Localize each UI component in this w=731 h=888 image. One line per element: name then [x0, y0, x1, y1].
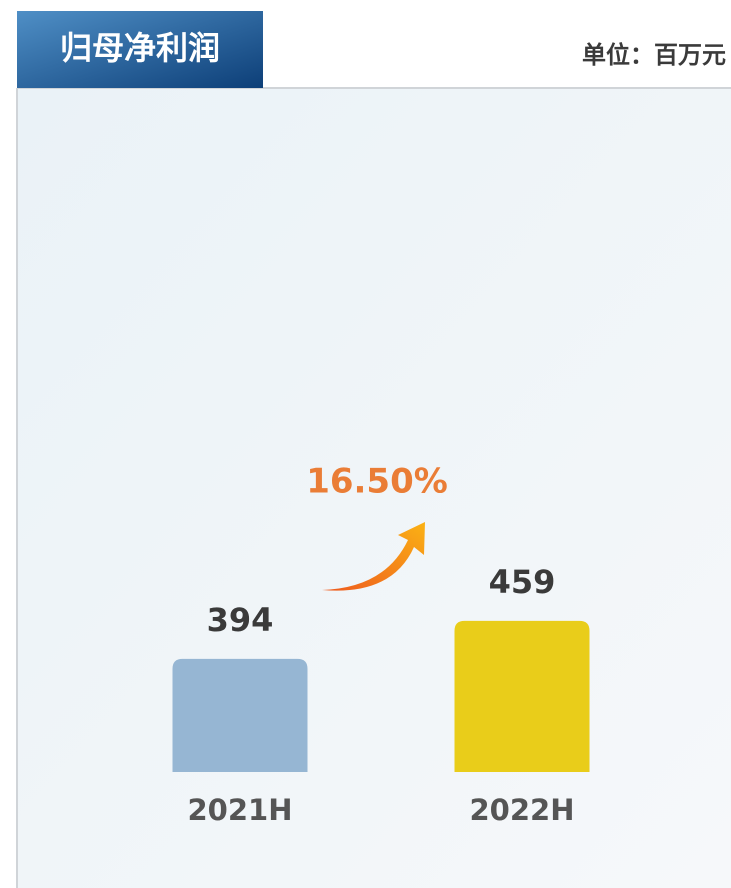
bar — [454, 620, 590, 772]
panel — [17, 88, 731, 888]
x-tick-label: 2021H — [188, 793, 293, 827]
value-label: 459 — [489, 563, 556, 601]
unit-label: 单位：百万元 — [582, 41, 726, 69]
bar — [172, 658, 308, 772]
annotation: 16.50% — [306, 462, 448, 502]
chart-title: 归母净利润 — [60, 29, 220, 67]
growth-arrow — [322, 522, 425, 591]
title-box — [17, 11, 263, 88]
x-tick-label: 2022H — [470, 793, 575, 827]
value-label: 394 — [207, 601, 274, 639]
